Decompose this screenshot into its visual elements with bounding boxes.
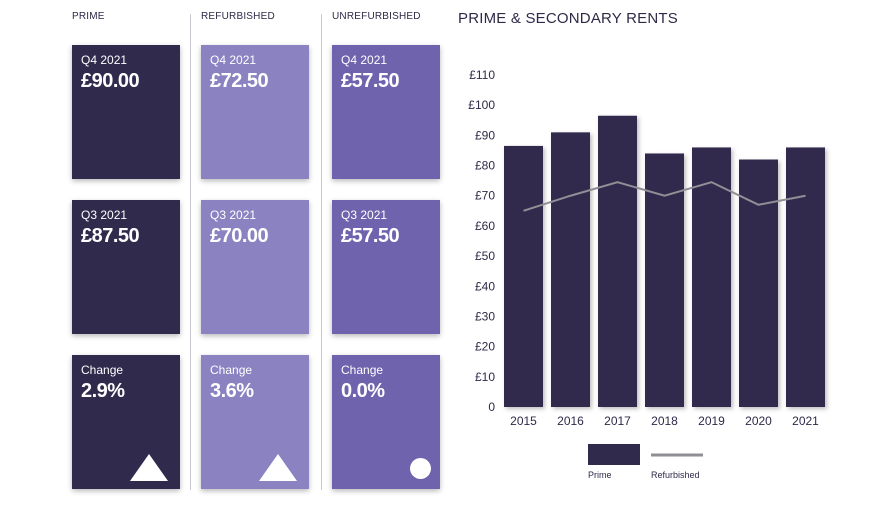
legend-prime-swatch — [588, 444, 640, 465]
y-tick-label: £110 — [469, 68, 495, 82]
card-rent-value: £87.50 — [81, 225, 140, 247]
card-change-value: 2.9% — [81, 380, 125, 402]
y-tick-label: £30 — [475, 309, 495, 323]
rents-bar-chart: 0 £10 £20 £30 £40 £50 £60 £70 £80 £90 £100 £110 2015… — [468, 68, 825, 480]
card-rent-value: £57.50 — [341, 70, 400, 92]
y-tick-label: £40 — [475, 279, 495, 293]
prime-q3-card: Q3 2021 £87.50 — [72, 200, 180, 334]
card-rent-value: £90.00 — [81, 70, 140, 92]
x-tick-label: 2020 — [745, 414, 772, 428]
legend-refurbished-label: Refurbished — [651, 470, 700, 480]
x-tick-label: 2016 — [557, 414, 584, 428]
refurbished-column-heading: REFURBISHED — [201, 11, 275, 22]
x-tick-label: 2021 — [792, 414, 819, 428]
prime-bar — [551, 132, 590, 407]
y-tick-label: £80 — [475, 159, 495, 173]
card-rent-value: £70.00 — [210, 225, 269, 247]
unrefurbished-q4-card: Q4 2021 £57.50 — [332, 45, 440, 179]
y-tick-label: £10 — [475, 370, 495, 384]
card-period-label: Q4 2021 — [210, 53, 257, 67]
y-tick-label: £90 — [475, 128, 495, 142]
x-tick-label: 2019 — [698, 414, 725, 428]
card-rent-value: £57.50 — [341, 225, 400, 247]
card-period-label: Q4 2021 — [81, 53, 128, 67]
y-tick-label: £60 — [475, 219, 495, 233]
chart-title: PRIME & SECONDARY RENTS — [458, 10, 678, 27]
x-tick-label: 2015 — [510, 414, 537, 428]
circle-icon — [410, 458, 431, 479]
card-change-label: Change — [81, 363, 124, 377]
column-divider — [190, 14, 191, 490]
y-tick-label: £100 — [468, 98, 495, 112]
card-change-label: Change — [210, 363, 253, 377]
unrefurbished-column-heading: UNREFURBISHED — [332, 11, 421, 22]
prime-bar — [692, 147, 731, 407]
y-tick-label: £50 — [475, 249, 495, 263]
refurbished-change-card: Change 3.6% — [201, 355, 309, 489]
unrefurbished-q3-card: Q3 2021 £57.50 — [332, 200, 440, 334]
refurbished-q3-card: Q3 2021 £70.00 — [201, 200, 309, 334]
card-period-label: Q4 2021 — [341, 53, 388, 67]
refurbished-q4-card: Q4 2021 £72.50 — [201, 45, 309, 179]
card-change-label: Change — [341, 363, 384, 377]
card-period-label: Q3 2021 — [81, 208, 128, 222]
prime-change-card: Change 2.9% — [72, 355, 180, 489]
prime-bar — [786, 147, 825, 407]
x-tick-label: 2018 — [651, 414, 678, 428]
x-tick-label: 2017 — [604, 414, 631, 428]
y-tick-label: £70 — [475, 189, 495, 203]
prime-bar — [598, 115, 637, 407]
column-divider — [321, 14, 322, 490]
card-change-value: 3.6% — [210, 380, 254, 402]
y-tick-label: £20 — [475, 340, 495, 354]
up-triangle-icon — [259, 454, 297, 481]
card-period-label: Q3 2021 — [341, 208, 388, 222]
up-triangle-icon — [130, 454, 168, 481]
y-tick-label: 0 — [488, 400, 495, 414]
prime-bar — [504, 145, 543, 407]
refurbished-line — [523, 181, 806, 212]
card-rent-value: £72.50 — [210, 70, 269, 92]
prime-column-heading: PRIME — [72, 11, 105, 22]
prime-q4-card: Q4 2021 £90.00 — [72, 45, 180, 179]
card-period-label: Q3 2021 — [210, 208, 257, 222]
prime-bar — [739, 159, 778, 407]
legend-prime-label: Prime — [588, 470, 612, 480]
unrefurbished-change-card: Change 0.0% — [332, 355, 440, 489]
card-change-value: 0.0% — [341, 380, 385, 402]
